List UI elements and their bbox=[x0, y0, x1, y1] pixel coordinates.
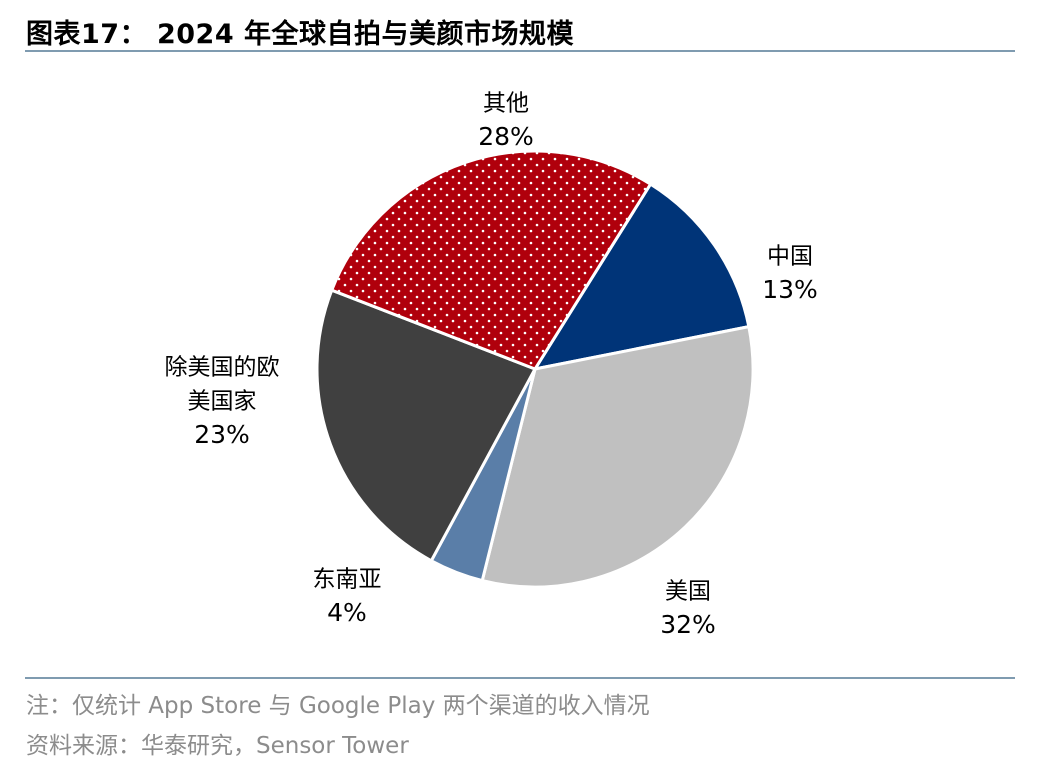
pie-slice bbox=[329, 149, 653, 371]
slice-value-label: 4% bbox=[327, 598, 367, 627]
footer-divider bbox=[25, 677, 1015, 679]
pie-slice bbox=[315, 288, 538, 563]
title-divider bbox=[25, 50, 1015, 52]
slice-label: 东南亚 bbox=[313, 567, 382, 593]
pie-slice bbox=[480, 324, 755, 589]
footnote: 注：仅统计 App Store 与 Google Play 两个渠道的收入情况 bbox=[26, 693, 650, 719]
chart-title: 图表17： 2024 年全球自拍与美颜市场规模 bbox=[26, 19, 575, 50]
slice-label: 美国 bbox=[665, 579, 711, 605]
slice-value-label: 13% bbox=[762, 275, 818, 304]
slice-label: 除美国的欧 bbox=[165, 355, 280, 381]
slice-value-label: 28% bbox=[478, 122, 534, 151]
source-note: 资料来源：华泰研究，Sensor Tower bbox=[26, 733, 409, 759]
slice-label: 其他 bbox=[483, 91, 529, 117]
slice-label: 美国家 bbox=[188, 389, 257, 415]
slice-value-label: 23% bbox=[194, 420, 250, 449]
slice-value-label: 32% bbox=[660, 610, 716, 639]
pie-slice bbox=[531, 182, 751, 372]
slice-label: 中国 bbox=[767, 244, 813, 270]
pie-slices bbox=[315, 149, 755, 589]
